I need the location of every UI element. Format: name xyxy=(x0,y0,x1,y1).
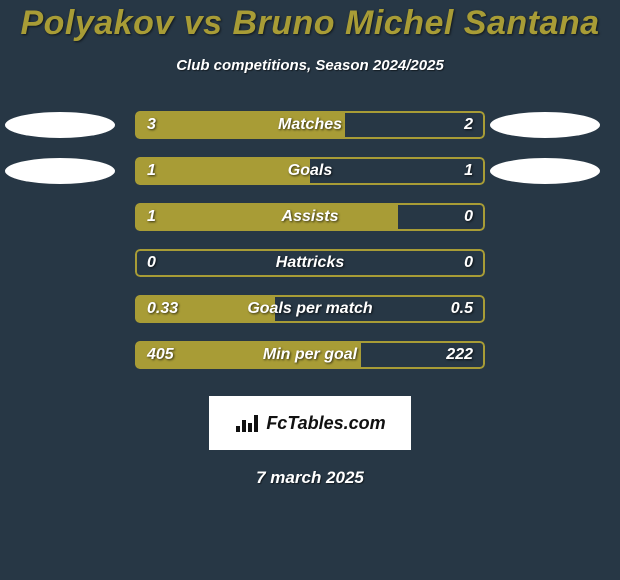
stat-value-right: 0 xyxy=(464,208,473,226)
comparison-infographic: Polyakov vs Bruno Michel Santana Club co… xyxy=(0,0,620,488)
stat-metric-label: Goals per match xyxy=(247,300,372,318)
page-title: Polyakov vs Bruno Michel Santana xyxy=(0,4,620,43)
stat-metric-label: Goals xyxy=(288,162,332,180)
stat-value-left: 405 xyxy=(147,346,174,364)
stat-value-left: 3 xyxy=(147,116,156,134)
stat-value-right: 0.5 xyxy=(451,300,473,318)
stat-value-left: 1 xyxy=(147,208,156,226)
comparison-row: 1 Goals 1 xyxy=(0,148,620,194)
comparison-row: 0.33 Goals per match 0.5 xyxy=(0,286,620,332)
stat-metric-label: Matches xyxy=(278,116,342,134)
comparison-row: 3 Matches 2 xyxy=(0,102,620,148)
stat-value-right: 2 xyxy=(464,116,473,134)
stat-value-right: 222 xyxy=(446,346,473,364)
stat-bar: 1 Goals 1 xyxy=(135,157,485,185)
comparison-rows: 3 Matches 2 1 Goals 1 1 xyxy=(0,102,620,378)
stat-metric-label: Hattricks xyxy=(276,254,344,272)
stat-value-left: 0 xyxy=(147,254,156,272)
player-left-avatar-placeholder xyxy=(5,158,115,184)
stat-value-right: 0 xyxy=(464,254,473,272)
stat-metric-label: Min per goal xyxy=(263,346,357,364)
stat-bar: 405 Min per goal 222 xyxy=(135,341,485,369)
stat-value-left: 1 xyxy=(147,162,156,180)
stat-bar: 3 Matches 2 xyxy=(135,111,485,139)
stat-bar: 1 Assists 0 xyxy=(135,203,485,231)
date-label: 7 march 2025 xyxy=(0,468,620,488)
comparison-row: 405 Min per goal 222 xyxy=(0,332,620,378)
player-left-avatar-placeholder xyxy=(5,112,115,138)
bar-chart-icon xyxy=(234,412,260,434)
stat-bar-left xyxy=(135,157,310,185)
comparison-row: 1 Assists 0 xyxy=(0,194,620,240)
comparison-row: 0 Hattricks 0 xyxy=(0,240,620,286)
player-right-avatar-placeholder xyxy=(490,112,600,138)
stat-bar: 0.33 Goals per match 0.5 xyxy=(135,295,485,323)
stat-metric-label: Assists xyxy=(282,208,339,226)
stat-bar-left xyxy=(135,203,398,231)
stat-bar: 0 Hattricks 0 xyxy=(135,249,485,277)
logo-text: FcTables.com xyxy=(266,413,385,434)
fctables-logo: FcTables.com xyxy=(209,396,411,450)
stat-bar-right xyxy=(310,157,485,185)
stat-value-left: 0.33 xyxy=(147,300,178,318)
player-right-avatar-placeholder xyxy=(490,158,600,184)
subtitle: Club competitions, Season 2024/2025 xyxy=(0,57,620,74)
stat-value-right: 1 xyxy=(464,162,473,180)
